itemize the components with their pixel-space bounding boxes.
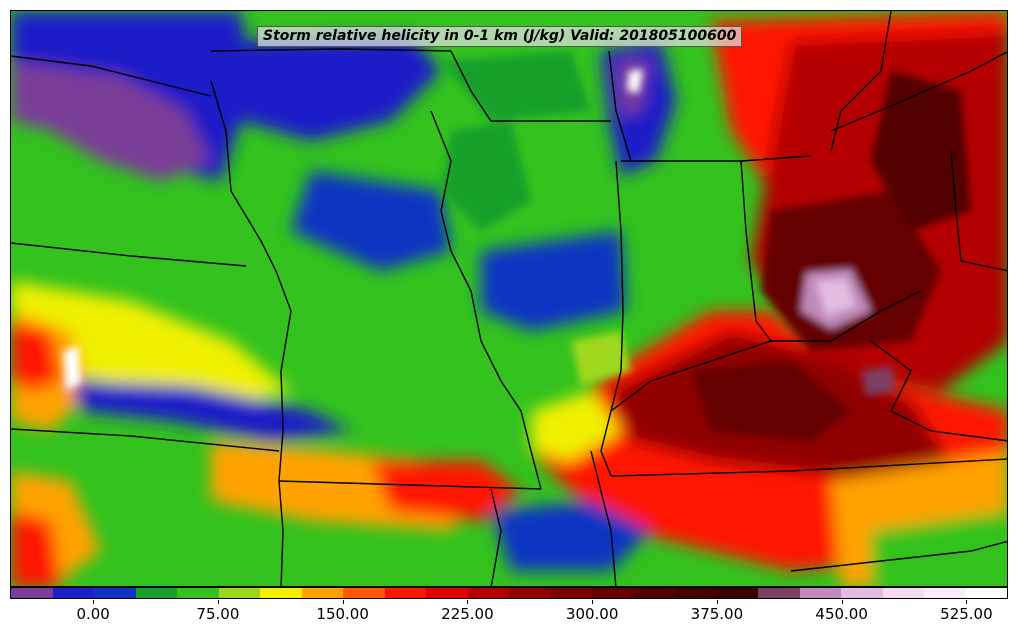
central-blue [481,231,626,331]
colorbar-segment [509,588,551,598]
michigan-south [621,155,812,162]
colorbar-segment [94,588,136,598]
colorbar-segment [841,588,883,598]
boundary-southeast [790,540,1007,572]
colorbar-segment [218,588,260,598]
colorbar-segment [301,588,343,598]
colorbar-tick-label: 375.00 [690,605,744,623]
boundary-south-1 [278,480,542,490]
colorbar-segment [758,588,800,598]
boundary-north-west [11,55,212,97]
colorbar-tick-mark [467,600,469,604]
colorbar-tick-label: 450.00 [815,605,868,623]
boundary-south-2 [610,458,1007,477]
colorbar-tick-mark [716,600,718,604]
tennessee-river [590,450,617,586]
lake-white [627,69,643,93]
colorbar-segment [675,588,717,598]
central-light-green [571,331,631,386]
south-darkest [691,361,851,441]
colorbar-segment [11,588,53,598]
colorbar-tick-label: 525.00 [940,605,993,623]
state-boundaries [11,11,1007,586]
colorbar-tick-label: 150.00 [316,605,369,623]
illinois-east [600,160,624,477]
southeast-green [871,511,1007,586]
colorbar-tick-mark [841,600,843,604]
colorbar-segment [260,588,302,598]
ohio-river [610,290,922,412]
ohio-east [950,150,1007,272]
colorbar-segment [965,588,1007,598]
indiana-east [740,160,772,342]
colorbar-segment [177,588,219,598]
illinois-west [430,110,542,490]
colorbar-segment [882,588,924,598]
colorbar-segment [135,588,177,598]
colorbar-tick-label: 225.00 [441,605,494,623]
southwest-red [11,511,61,586]
colorbar-tick-mark [342,600,344,604]
north-center-blue [291,171,451,271]
west-red [11,321,61,391]
central-green [441,121,531,231]
colorbar-tick-label: 75.00 [196,605,240,623]
colorbar-segment [592,588,634,598]
colorbar-segment [716,588,758,598]
boundary-west-2 [11,428,280,452]
colorbar-segment [343,588,385,598]
colorbar-segment [799,588,841,598]
south-yellow [531,391,621,461]
colorbar-tick-mark [217,600,219,604]
helicity-field [11,11,1007,586]
boundary-north-mid [210,48,452,52]
east-diagonal [830,51,1007,132]
ohio-light-pink [816,279,856,316]
michigan-shore [608,50,632,162]
east-mauve [861,366,896,396]
west-blue-band [71,381,351,441]
east-loop [870,340,1007,442]
east-upper [830,11,892,152]
colorbar-tick-mark [93,600,95,604]
helicity-map: Storm relative helicity in 0-1 km (J/kg)… [10,10,1008,587]
south-center-red [371,461,521,521]
west-white [63,346,81,391]
colorbar-tick-label: 0.00 [76,605,110,623]
colorbar-segment [467,588,509,598]
colorbar-tick-mark [592,600,594,604]
field-highlights [63,51,971,441]
north-blue [211,36,441,141]
boundary-north-wiggle [450,50,611,122]
south-center [490,488,502,586]
west-yellow-band [11,281,291,411]
colorbar-segment [924,588,966,598]
colorbar-tick-mark [966,600,968,604]
boundary-west-1 [11,242,247,267]
colorbar-segment [384,588,426,598]
map-title: Storm relative helicity in 0-1 km (J/kg)… [257,26,743,47]
colorbar [10,587,1008,599]
colorbar-ticks: 0.00 75.00 150.00 225.00 300.00 375.00 450.00 5… [10,600,1008,630]
colorbar-segment [633,588,675,598]
colorbar-segment [52,588,94,598]
colorbar-segment [550,588,592,598]
east-darkest-2 [871,71,971,231]
colorbar-segment [426,588,468,598]
northwest-purple [11,61,211,181]
mississippi-river [210,80,292,586]
south-blue [491,501,651,571]
colorbar-tick-label: 300.00 [565,605,619,623]
